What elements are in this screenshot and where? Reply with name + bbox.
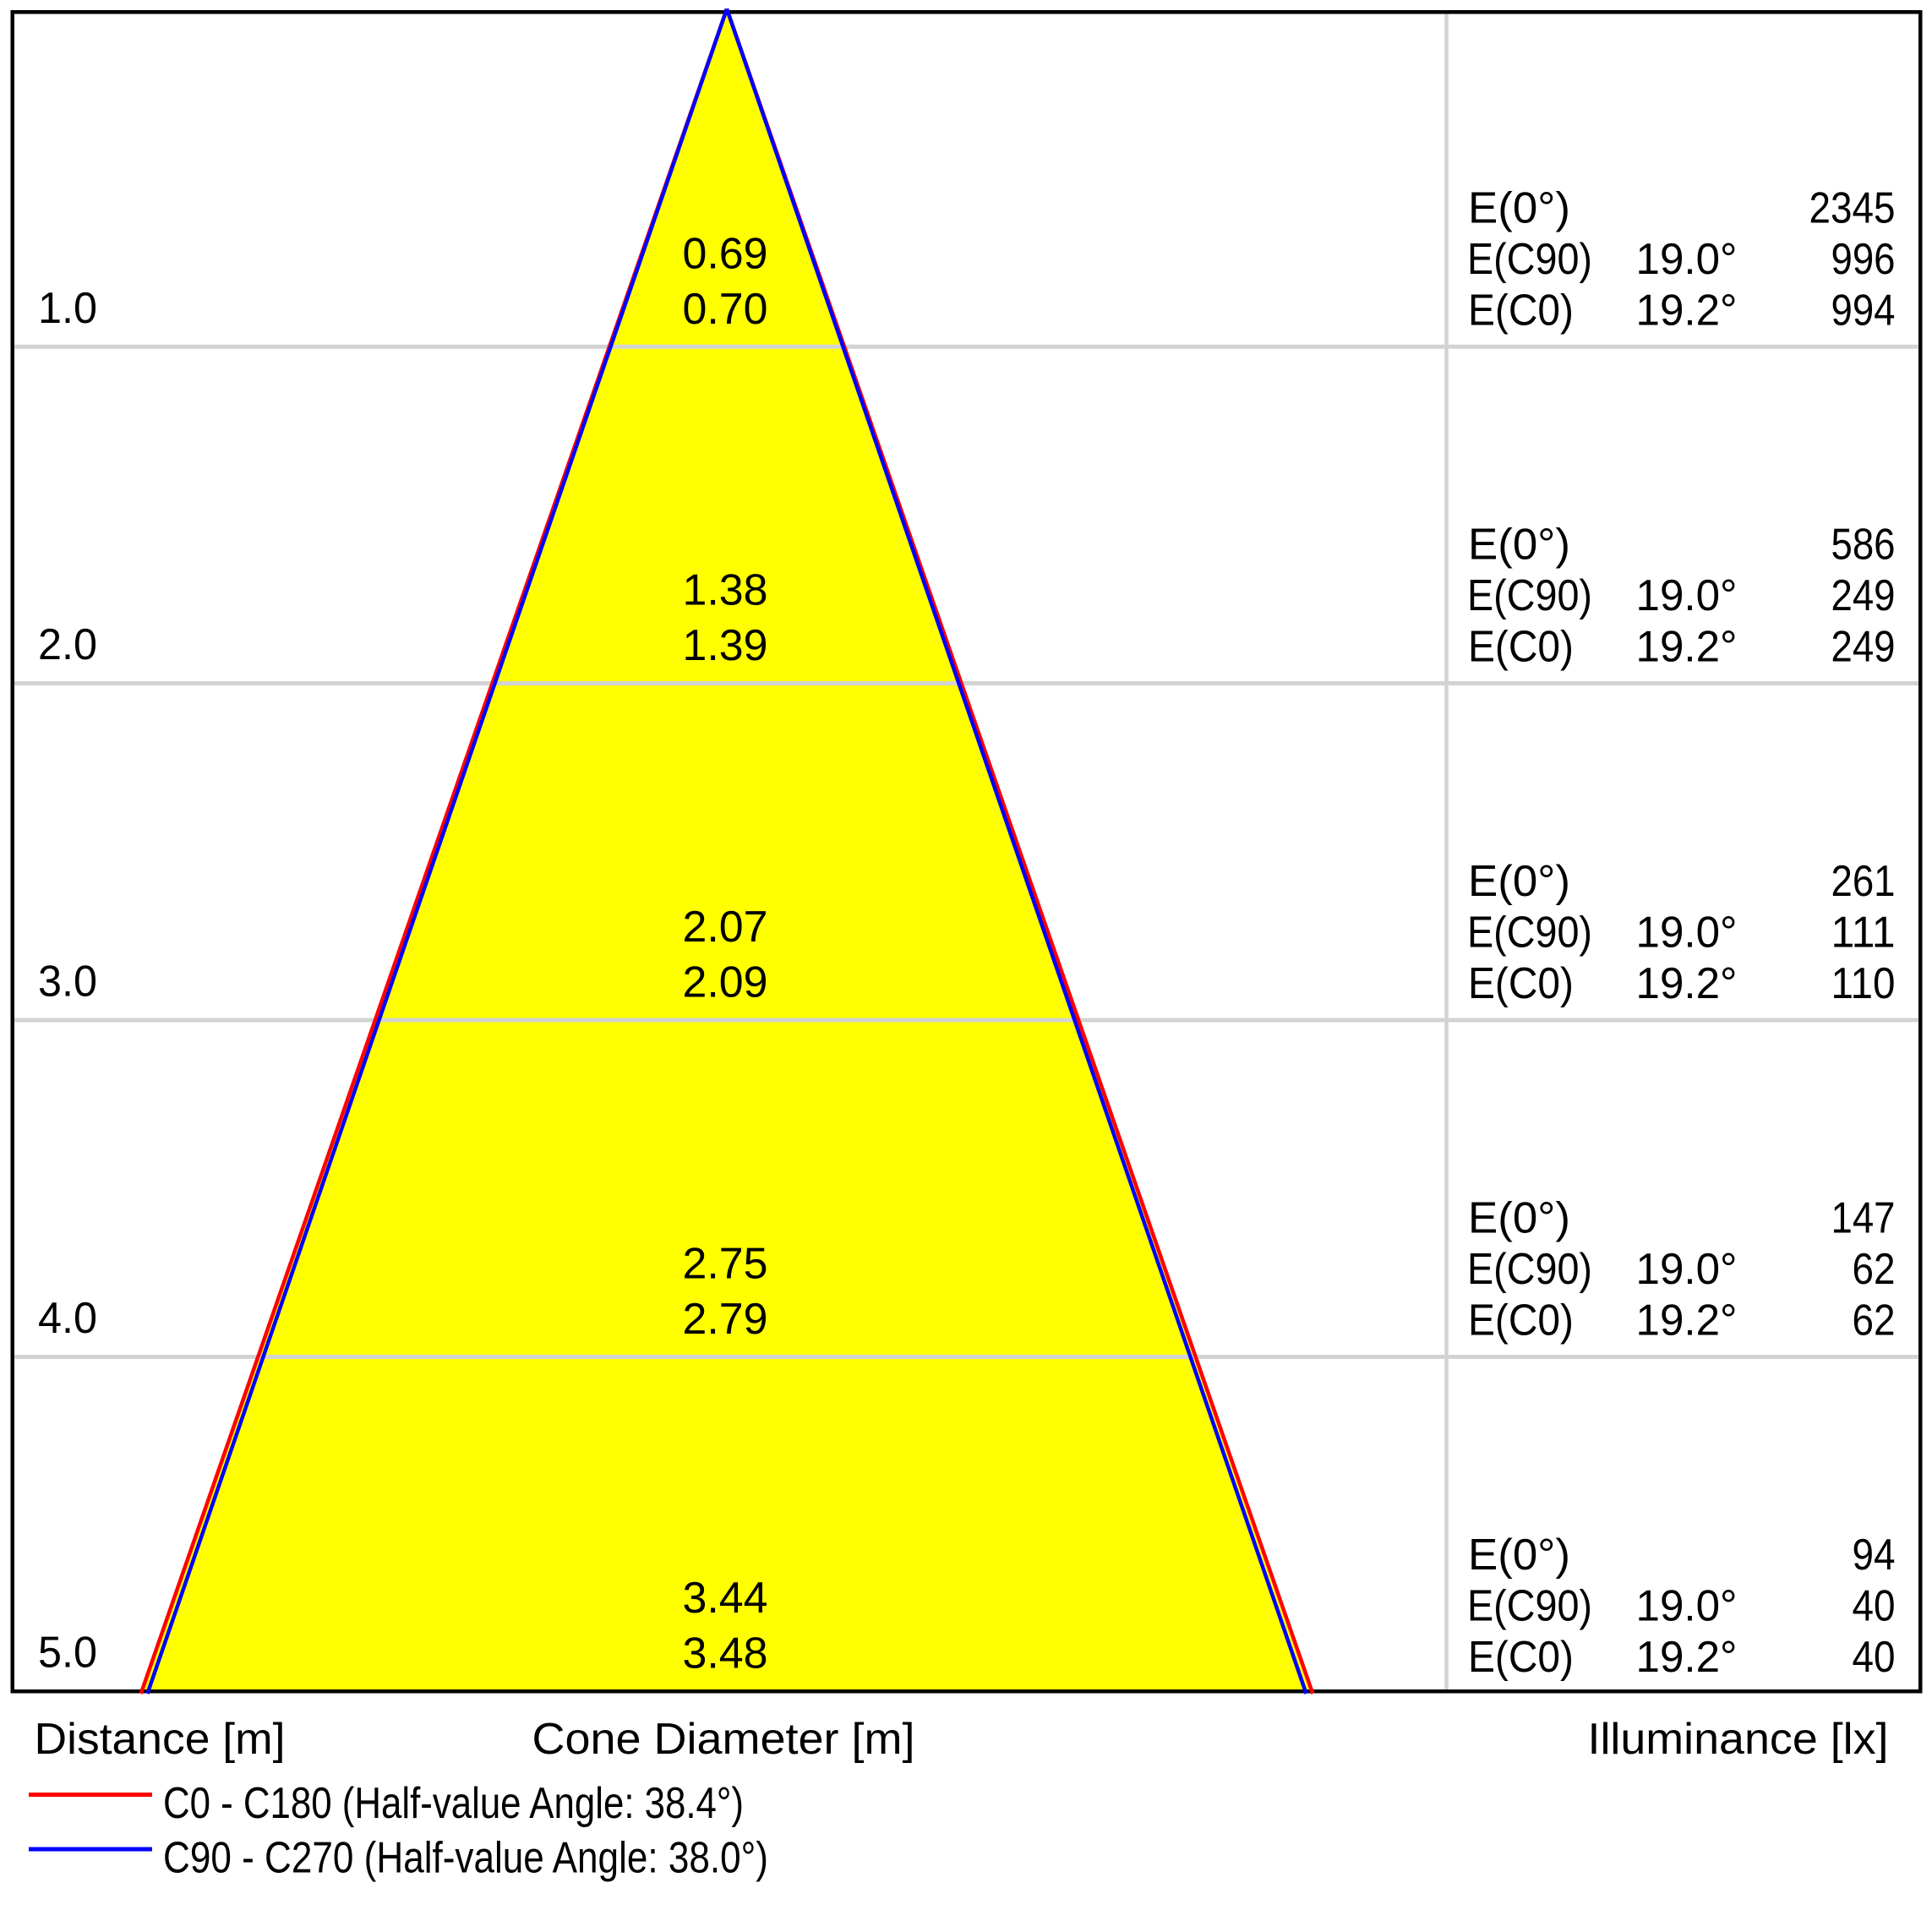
svg-text:261: 261 bbox=[1831, 857, 1896, 906]
svg-text:19.2°: 19.2° bbox=[1636, 1633, 1738, 1682]
svg-text:2.07: 2.07 bbox=[683, 903, 768, 952]
svg-text:19.0°: 19.0° bbox=[1636, 235, 1738, 284]
svg-text:0.70: 0.70 bbox=[683, 285, 768, 334]
svg-text:E(0°): E(0°) bbox=[1468, 1531, 1570, 1580]
svg-text:E(C0): E(C0) bbox=[1468, 623, 1574, 672]
svg-text:40: 40 bbox=[1853, 1633, 1896, 1682]
svg-text:Distance [m]: Distance [m] bbox=[35, 1715, 286, 1764]
svg-text:E(C90): E(C90) bbox=[1467, 1245, 1592, 1294]
svg-text:1.38: 1.38 bbox=[683, 566, 768, 615]
svg-text:Illuminance [lx]: Illuminance [lx] bbox=[1588, 1715, 1889, 1764]
svg-text:586: 586 bbox=[1831, 521, 1896, 570]
svg-text:2.79: 2.79 bbox=[683, 1295, 768, 1344]
svg-text:E(C90): E(C90) bbox=[1467, 571, 1592, 620]
svg-text:E(C0): E(C0) bbox=[1468, 1296, 1574, 1345]
svg-text:3.44: 3.44 bbox=[683, 1574, 768, 1623]
svg-text:19.0°: 19.0° bbox=[1636, 1582, 1738, 1631]
svg-text:5.0: 5.0 bbox=[38, 1629, 97, 1678]
svg-text:3.0: 3.0 bbox=[38, 958, 97, 1007]
svg-text:2.75: 2.75 bbox=[683, 1240, 768, 1289]
svg-text:E(C0): E(C0) bbox=[1468, 959, 1574, 1008]
svg-text:E(0°): E(0°) bbox=[1468, 857, 1570, 906]
svg-text:19.0°: 19.0° bbox=[1636, 1245, 1738, 1294]
svg-text:147: 147 bbox=[1831, 1194, 1896, 1243]
svg-text:40: 40 bbox=[1853, 1582, 1896, 1631]
svg-text:2.0: 2.0 bbox=[38, 620, 97, 669]
svg-text:249: 249 bbox=[1831, 571, 1896, 620]
svg-text:19.2°: 19.2° bbox=[1636, 959, 1738, 1008]
svg-text:249: 249 bbox=[1831, 623, 1896, 672]
svg-text:0.69: 0.69 bbox=[683, 229, 768, 278]
svg-text:94: 94 bbox=[1853, 1531, 1896, 1580]
svg-text:19.0°: 19.0° bbox=[1636, 909, 1738, 958]
svg-text:2.09: 2.09 bbox=[683, 958, 768, 1007]
svg-text:2345: 2345 bbox=[1809, 183, 1896, 232]
svg-text:E(C90): E(C90) bbox=[1467, 235, 1592, 284]
svg-text:C0 - C180 (Half-value Angle: 3: C0 - C180 (Half-value Angle: 38.4°) bbox=[163, 1779, 744, 1828]
svg-text:3.48: 3.48 bbox=[683, 1629, 768, 1678]
svg-text:62: 62 bbox=[1853, 1245, 1896, 1294]
svg-text:1.0: 1.0 bbox=[38, 284, 97, 333]
svg-text:E(C90): E(C90) bbox=[1467, 1582, 1592, 1631]
svg-text:62: 62 bbox=[1853, 1296, 1896, 1345]
svg-text:E(C90): E(C90) bbox=[1467, 909, 1592, 958]
svg-text:4.0: 4.0 bbox=[38, 1294, 97, 1343]
svg-text:E(C0): E(C0) bbox=[1468, 286, 1574, 335]
svg-text:110: 110 bbox=[1831, 959, 1896, 1008]
svg-text:E(C0): E(C0) bbox=[1468, 1633, 1574, 1682]
svg-text:19.2°: 19.2° bbox=[1636, 286, 1738, 335]
svg-text:1.39: 1.39 bbox=[683, 621, 768, 670]
svg-text:19.2°: 19.2° bbox=[1636, 623, 1738, 672]
svg-text:E(0°): E(0°) bbox=[1468, 183, 1570, 232]
svg-text:E(0°): E(0°) bbox=[1468, 1194, 1570, 1243]
svg-text:Cone Diameter [m]: Cone Diameter [m] bbox=[532, 1715, 915, 1764]
svg-text:996: 996 bbox=[1831, 235, 1896, 284]
svg-text:19.2°: 19.2° bbox=[1636, 1296, 1738, 1345]
svg-text:111: 111 bbox=[1831, 909, 1896, 958]
svg-text:19.0°: 19.0° bbox=[1636, 571, 1738, 620]
svg-text:E(0°): E(0°) bbox=[1468, 521, 1570, 570]
svg-text:994: 994 bbox=[1831, 286, 1896, 335]
svg-text:C90 - C270 (Half-value Angle:: C90 - C270 (Half-value Angle: 38.0°) bbox=[163, 1834, 768, 1883]
